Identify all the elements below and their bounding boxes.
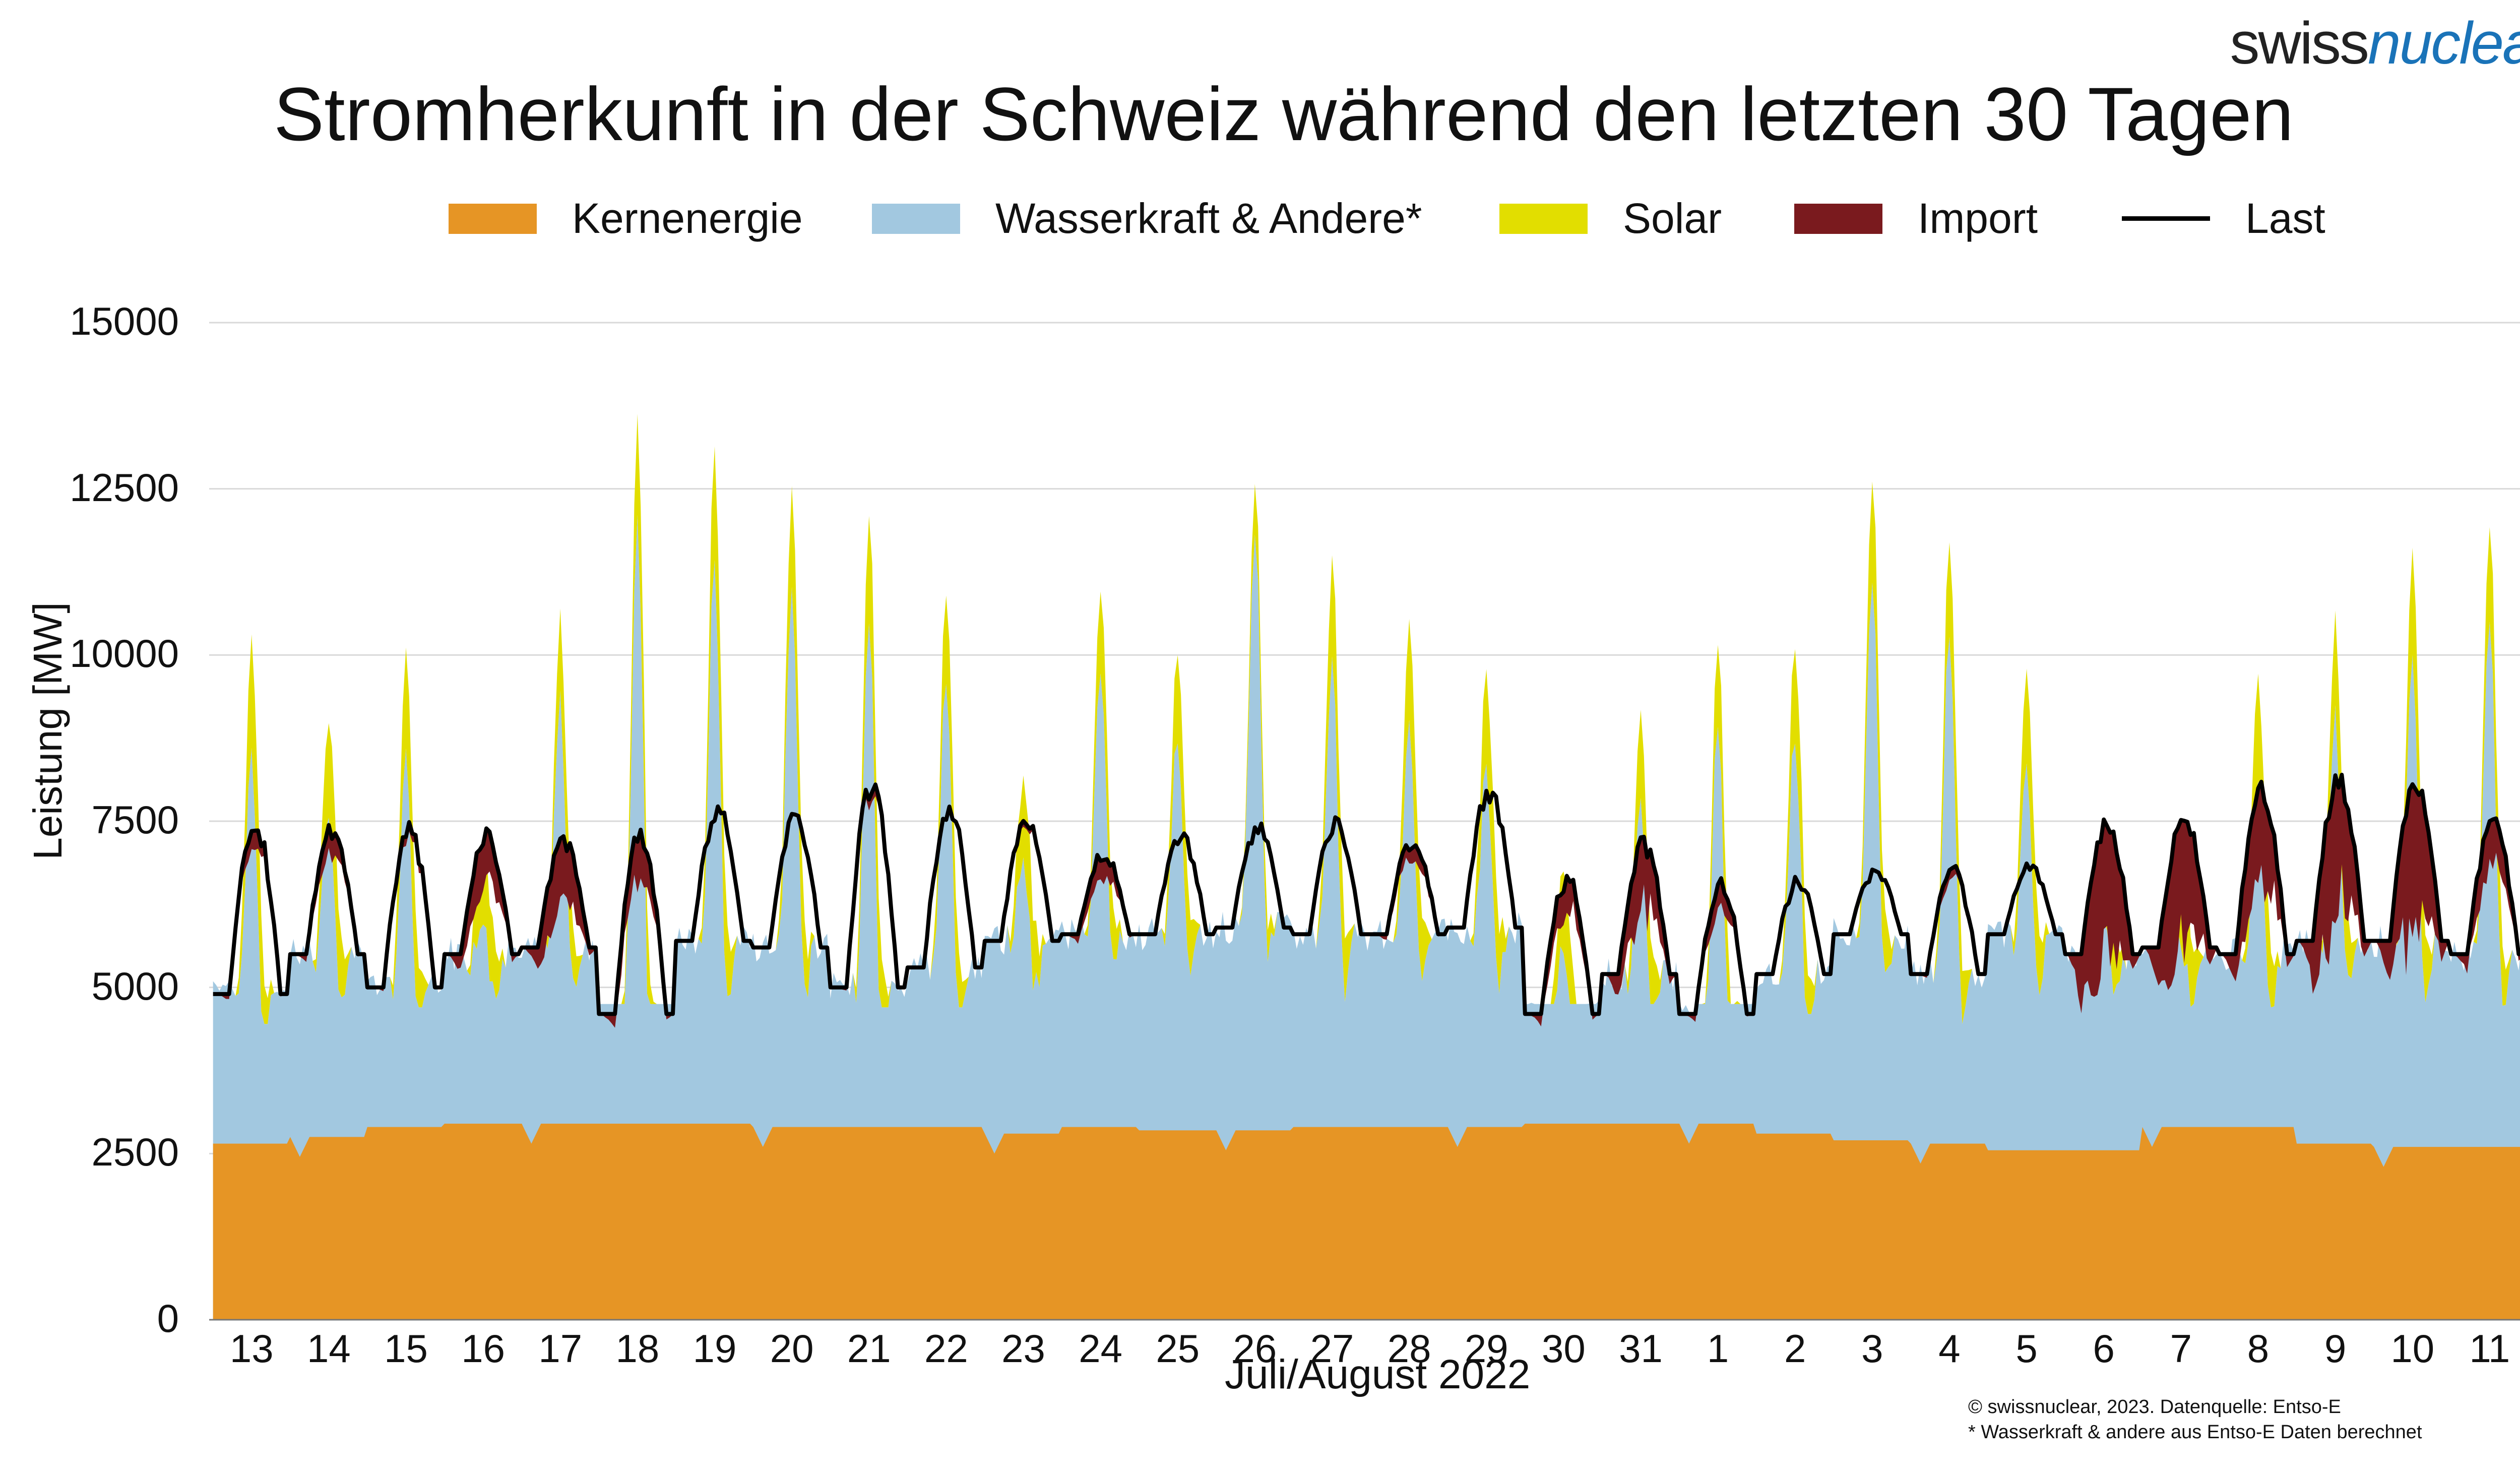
- legend-label-wasserkraft: Wasserkraft & Andere*: [995, 195, 1422, 242]
- legend-label-solar: Solar: [1623, 195, 1722, 242]
- x-axis-label: Juli/August 2022: [1225, 1352, 1531, 1397]
- x-tick-label: 9: [2324, 1326, 2347, 1371]
- legend-swatch-last: [2122, 216, 2210, 221]
- legend-swatch-solar: [1499, 203, 1588, 234]
- x-tick-label: 1: [1707, 1326, 1729, 1371]
- legend-label-kernenergie: Kernenergie: [572, 195, 803, 242]
- area-solar: [213, 414, 2520, 1024]
- legend-label-import: Import: [1918, 195, 2038, 242]
- x-tick-label: 15: [384, 1326, 428, 1371]
- chart-title: Stromherkunft in der Schweiz während den…: [274, 72, 2294, 156]
- source-credit: © swissnuclear, 2023. Datenquelle: Entso…: [1968, 1396, 2341, 1418]
- x-tick-label: 27: [1310, 1326, 1354, 1371]
- y-tick-label: 12500: [70, 465, 179, 510]
- x-tick-label: 3: [1861, 1326, 1883, 1371]
- x-tick-label: 20: [770, 1326, 814, 1371]
- x-tick-label: 10: [2390, 1326, 2435, 1371]
- line-last: [213, 772, 2520, 1016]
- y-tick-label: 7500: [91, 798, 179, 842]
- x-tick-label: 6: [2093, 1326, 2115, 1371]
- area-wasserkraft: [213, 515, 2520, 1320]
- y-axis-label: Leistung [MW]: [25, 602, 70, 860]
- x-tick-label: 16: [461, 1326, 505, 1371]
- x-tick-label: 4: [1938, 1326, 1961, 1371]
- x-tick-label: 23: [1001, 1326, 1045, 1371]
- x-tick-label: 29: [1464, 1326, 1508, 1371]
- x-tick-label: 2: [1784, 1326, 1806, 1371]
- footnote: * Wasserkraft & andere aus Entso-E Daten…: [1968, 1422, 2422, 1443]
- logo-part-nuclear: nuclear: [2367, 10, 2520, 77]
- x-tick-label: 18: [615, 1326, 660, 1371]
- logo-part-swiss: swiss: [2230, 10, 2369, 77]
- x-tick-label: 30: [1541, 1326, 1586, 1371]
- legend-swatch-import: [1794, 203, 1882, 234]
- x-tick-label: 17: [538, 1326, 583, 1371]
- legend-swatch-kernenergie: [449, 203, 537, 234]
- x-tick-label: 22: [924, 1326, 968, 1371]
- x-tick-label: 13: [229, 1326, 274, 1371]
- legend-item-kernenergie: Kernenergie: [449, 194, 803, 243]
- y-tick-label: 10000: [70, 631, 179, 676]
- legend-item-solar: Solar: [1499, 194, 1722, 243]
- x-tick-label: 5: [2015, 1326, 2038, 1371]
- legend-item-last: Last: [2122, 194, 2325, 243]
- y-tick-label: 15000: [70, 299, 179, 343]
- swissnuclear-logo: swissnuclear: [2230, 9, 2520, 78]
- legend-item-import: Import: [1794, 194, 2038, 243]
- x-tick-label: 24: [1079, 1326, 1122, 1371]
- x-tick-label: 28: [1387, 1326, 1431, 1371]
- legend-swatch-wasserkraft: [872, 203, 960, 234]
- x-tick-label: 21: [847, 1326, 891, 1371]
- y-tick-label: 2500: [91, 1130, 179, 1175]
- x-tick-label: 19: [692, 1326, 737, 1371]
- area-kernenergie: [213, 1124, 2520, 1320]
- x-tick-label: 26: [1233, 1326, 1277, 1371]
- x-tick-label: 7: [2170, 1326, 2192, 1371]
- x-tick-label: 11: [2469, 1326, 2510, 1371]
- x-tick-label: 25: [1156, 1326, 1200, 1371]
- legend-label-last: Last: [2245, 195, 2325, 242]
- y-tick-label: 5000: [91, 963, 179, 1008]
- y-tick-label: 0: [157, 1296, 179, 1340]
- legend-item-wasserkraft: Wasserkraft & Andere*: [872, 194, 1422, 243]
- x-tick-label: 8: [2247, 1326, 2270, 1371]
- x-tick-label: 14: [306, 1326, 351, 1371]
- x-tick-label: 31: [1619, 1326, 1663, 1371]
